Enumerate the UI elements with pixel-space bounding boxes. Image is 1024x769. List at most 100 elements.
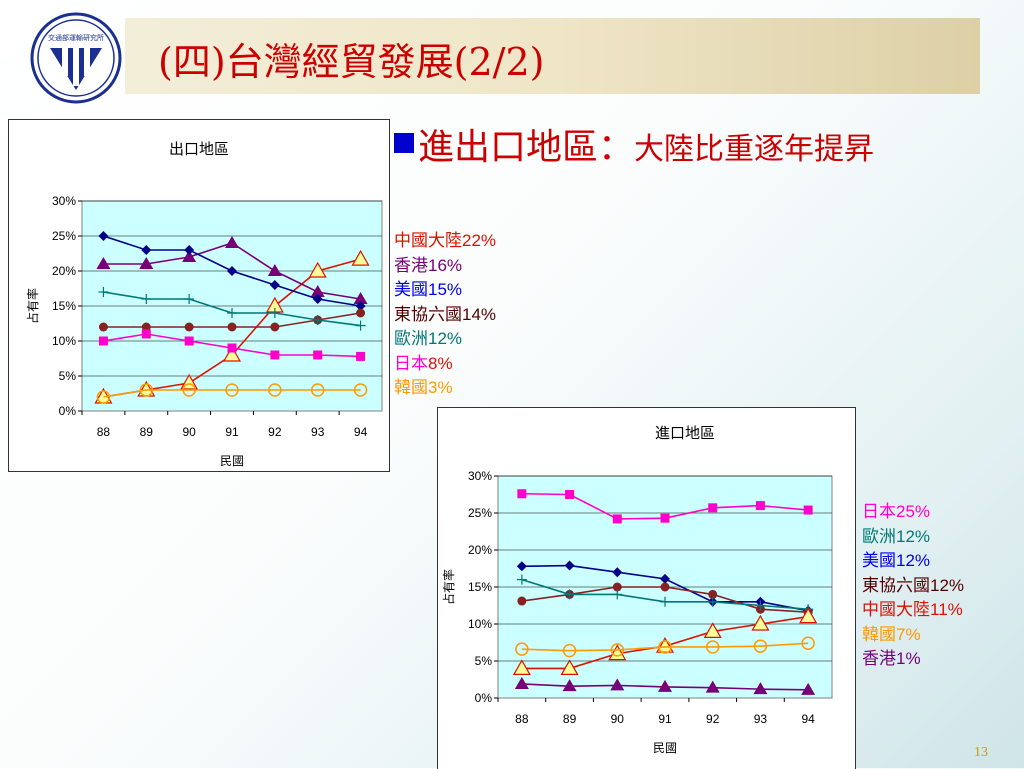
data-point-2 [612, 589, 623, 600]
data-point-6 [353, 383, 368, 397]
y-tick-label: 25% [468, 506, 492, 520]
data-point-2 [610, 643, 625, 657]
legend-name: 美國 [394, 280, 428, 300]
series-1 [516, 560, 814, 616]
legend-name: 日本 [394, 353, 428, 374]
bullet-lead: 進出口地區： [418, 127, 635, 168]
data-point-6 [356, 351, 366, 361]
legend-entry: 美國12% [862, 549, 964, 574]
import-chart: 進口地區 0% 5% 10% 15% 20% 25% 30% 88 89 90 91 92 93 94 民國 占… [437, 407, 856, 769]
institute-logo: 交通部運輸研究所 [30, 12, 122, 104]
legend-value: 15% [428, 280, 463, 299]
import-chart-svg: 進口地區 0% 5% 10% 15% 20% 25% 30% 88 89 90 91 92 93 94 民國 占… [441, 424, 833, 755]
data-point-3 [660, 596, 670, 607]
data-point-2 [182, 383, 196, 397]
data-point-3 [227, 266, 237, 276]
chart-title: 出口地區 [169, 140, 229, 158]
data-point-2 [612, 514, 622, 524]
data-point-1 [562, 679, 577, 692]
data-point-3 [225, 236, 239, 248]
data-point-6 [356, 308, 366, 318]
series-2 [98, 231, 366, 311]
data-point-5 [312, 294, 323, 304]
data-point-5 [312, 315, 323, 325]
legend-entry: 日本8% [394, 352, 496, 377]
square-bullet-icon [394, 133, 414, 153]
x-tick-label: 94 [354, 425, 368, 439]
legend-entry: 東協六國14% [394, 303, 496, 328]
legend-entry: 韓國3% [394, 376, 496, 401]
x-tick-label: 88 [97, 425, 111, 439]
export-chart-svg: 出口地區 0% 5% 10% 15% 20% 25% 30% 88 89 90 91 92 93 94 民國 占… [25, 140, 383, 468]
data-point-1 [560, 659, 579, 675]
data-point-6 [801, 682, 816, 695]
series-line [521, 642, 809, 652]
legend-entry: 中國大陸11% [862, 598, 964, 623]
chart-title: 進口地區 [655, 424, 715, 442]
x-tick-label: 91 [225, 425, 239, 439]
legend-name: 日本 [862, 502, 896, 522]
data-point-4 [269, 308, 280, 318]
legend-name: 韓國 [862, 624, 896, 645]
x-tick-label: 89 [563, 712, 577, 726]
data-point-0 [96, 257, 111, 269]
x-tick-label: 92 [268, 425, 282, 439]
data-point-6 [355, 320, 366, 331]
data-point-0 [98, 287, 109, 297]
data-point-6 [353, 292, 368, 304]
y-tick-label: 30% [52, 194, 76, 208]
y-tick-label: 5% [475, 654, 493, 668]
data-point-2 [612, 582, 622, 592]
series-3 [516, 574, 814, 615]
y-tick-label: 25% [52, 229, 76, 243]
data-point-6 [799, 607, 818, 624]
x-tick-label: 89 [140, 425, 154, 439]
legend-entry: 香港16% [394, 254, 496, 279]
x-tick-label: 93 [311, 425, 325, 439]
legend-name: 東協六國 [862, 575, 930, 596]
legend-name: 中國大陸 [862, 600, 930, 620]
page-number: 13 [974, 745, 988, 760]
y-axis-label: 占有率 [25, 288, 40, 324]
legend-value: 14% [462, 304, 497, 324]
data-point-4 [269, 280, 280, 290]
slide-title: (四)台灣經貿發展(2/2) [158, 40, 545, 84]
data-point-4 [268, 383, 282, 397]
data-point-2 [184, 322, 194, 332]
data-point-3 [227, 308, 237, 318]
data-point-1 [141, 322, 151, 332]
data-point-4 [270, 322, 280, 332]
logo-text: 交通部運輸研究所 [48, 33, 104, 42]
data-point-2 [612, 567, 623, 578]
x-tick-label: 92 [706, 712, 720, 726]
data-point-4 [708, 503, 718, 513]
legend-value: 8% [428, 353, 453, 373]
legend-entry: 韓國7% [862, 623, 964, 648]
data-point-1 [141, 329, 151, 339]
data-point-0 [517, 489, 527, 499]
data-point-5 [308, 261, 327, 278]
data-point-2 [184, 336, 194, 346]
series-5 [515, 636, 815, 658]
legend-value: 11% [930, 600, 963, 619]
data-point-4 [270, 350, 280, 360]
data-point-5 [310, 285, 325, 297]
legend-name: 歐洲 [862, 526, 896, 547]
data-point-4 [267, 264, 282, 276]
series-1 [96, 236, 368, 304]
y-tick-label: 10% [52, 334, 76, 348]
data-point-0 [96, 390, 111, 404]
data-point-0 [98, 336, 108, 346]
legend-entry: 歐洲12% [394, 327, 496, 352]
y-tick-label: 15% [52, 299, 76, 313]
legend-name: 中國大陸 [394, 231, 462, 251]
data-point-0 [516, 574, 527, 585]
data-point-1 [141, 245, 152, 255]
data-point-5 [753, 639, 768, 653]
data-point-4 [705, 680, 720, 693]
x-axis-label: 民國 [653, 741, 677, 755]
y-tick-label: 5% [59, 369, 77, 383]
series-6 [514, 676, 816, 695]
legend-value: 25% [896, 502, 931, 521]
title-banner [125, 18, 980, 94]
